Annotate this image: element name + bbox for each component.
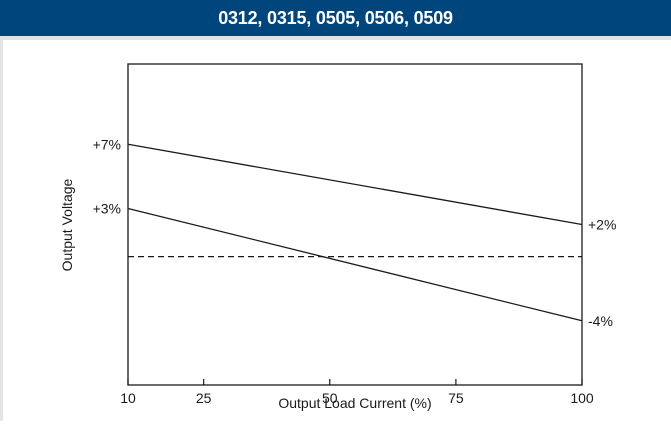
series-end-label: +2%: [588, 217, 616, 233]
x-tick-label: 50: [322, 390, 338, 406]
chart-area: 10 25 50 75 100 +7% +2% +3% -4% Output Load Cur…: [0, 40, 671, 421]
series-end-label: -4%: [588, 313, 613, 329]
y-axis-label: Output Voltage: [59, 178, 75, 271]
series-line: [127, 207, 583, 322]
x-tick-label: 75: [448, 390, 464, 406]
chart-title-bar: 0312, 0315, 0505, 0506, 0509: [0, 0, 671, 36]
x-axis-label: Output Load Current (%): [278, 395, 431, 411]
series-start-label: +3%: [93, 200, 121, 216]
x-tick-label: 25: [196, 390, 212, 406]
plot-frame: [127, 63, 583, 386]
left-border: [0, 40, 3, 421]
title-underline: [0, 36, 671, 40]
series-line: [127, 143, 583, 226]
line-chart: 10 25 50 75 100 +7% +2% +3% -4% Output Load Cur…: [59, 63, 616, 411]
x-tick-label: 10: [120, 390, 136, 406]
series-start-label: +7%: [93, 136, 121, 152]
x-tick-label: 100: [570, 390, 594, 406]
chart-title: 0312, 0315, 0505, 0506, 0509: [218, 7, 453, 28]
